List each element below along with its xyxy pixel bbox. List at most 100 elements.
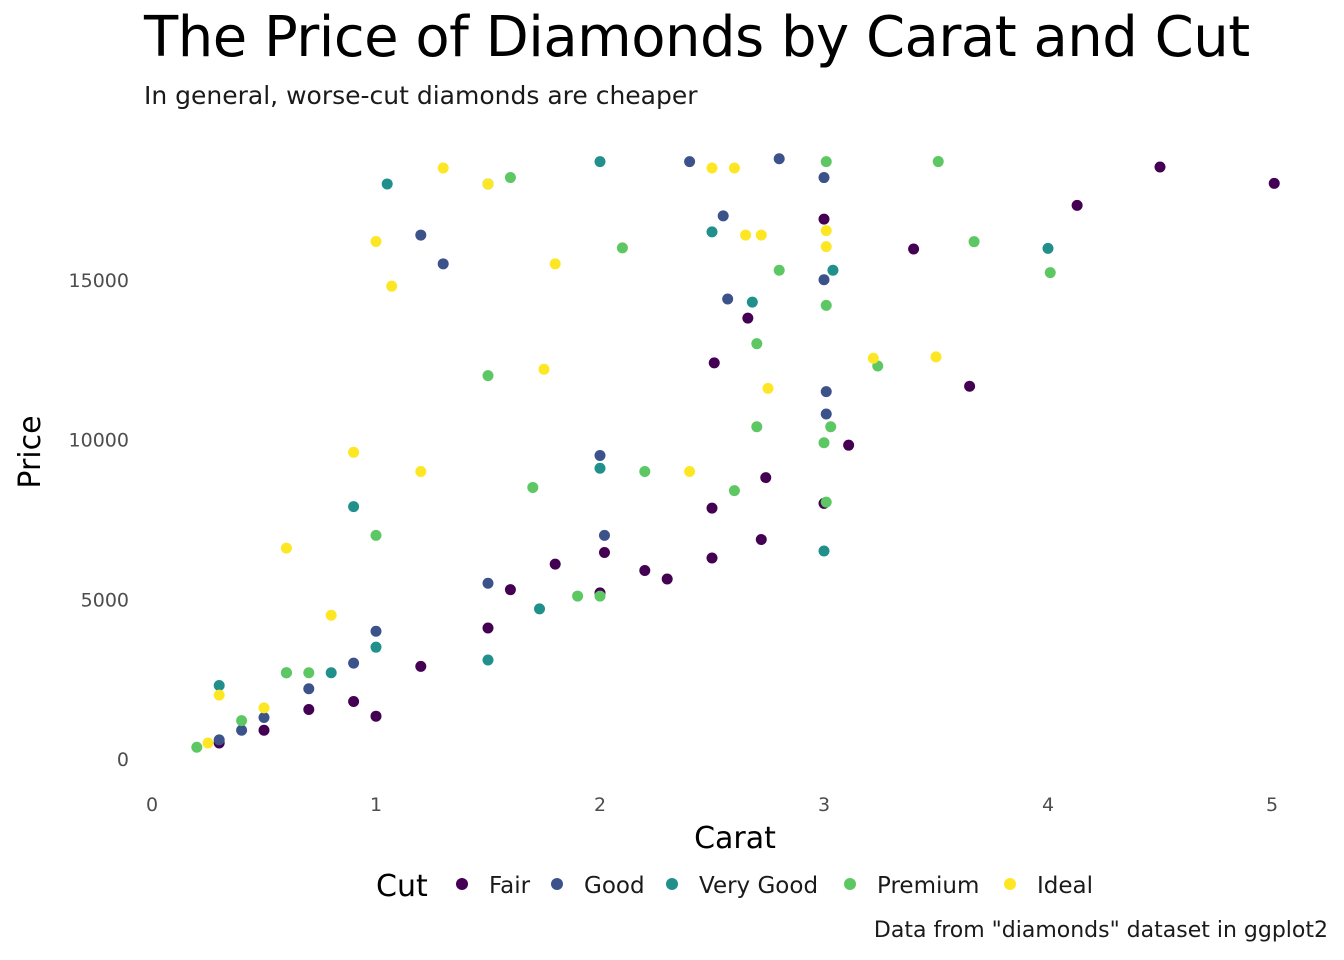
y-tick-label: 0 xyxy=(117,749,129,771)
chart-subtitle: In general, worse-cut diamonds are cheap… xyxy=(144,81,698,110)
data-point xyxy=(762,382,774,394)
data-point xyxy=(213,689,225,701)
data-point xyxy=(549,258,561,270)
data-point xyxy=(258,711,270,723)
data-point xyxy=(482,622,494,634)
legend-key xyxy=(1004,878,1016,890)
data-point xyxy=(325,609,337,621)
legend-key xyxy=(666,878,678,890)
legend-label: Very Good xyxy=(699,873,818,899)
data-point xyxy=(303,667,315,679)
data-point xyxy=(236,715,248,727)
data-point xyxy=(820,496,832,508)
legend-label: Premium xyxy=(877,873,979,899)
x-tick-label: 2 xyxy=(594,794,606,816)
x-tick-label: 0 xyxy=(146,794,158,816)
data-point xyxy=(594,590,606,602)
data-point xyxy=(527,481,539,493)
data-point xyxy=(594,462,606,474)
data-point xyxy=(708,357,720,369)
data-point xyxy=(381,178,393,190)
data-point xyxy=(415,660,427,672)
series-ideal xyxy=(202,162,942,749)
data-point xyxy=(538,363,550,375)
axis-ticks: 0 1 2 3 4 5 0 5000 10000 15000 xyxy=(69,270,1279,816)
data-point xyxy=(1154,161,1166,173)
data-point xyxy=(722,293,734,305)
data-point xyxy=(482,370,494,382)
data-point xyxy=(482,654,494,666)
data-point xyxy=(325,667,337,679)
legend-title: Cut xyxy=(376,869,428,904)
data-point xyxy=(370,529,382,541)
x-tick-label: 3 xyxy=(818,794,830,816)
series-premium xyxy=(191,156,1056,753)
data-point xyxy=(867,352,879,364)
data-point xyxy=(751,421,763,433)
y-tick-label: 10000 xyxy=(69,430,129,452)
data-point xyxy=(908,243,920,255)
data-point xyxy=(534,603,546,615)
data-point xyxy=(968,236,980,248)
data-point xyxy=(594,450,606,461)
legend-label: Fair xyxy=(489,873,531,899)
data-point xyxy=(348,657,360,669)
data-point xyxy=(820,299,832,311)
data-point xyxy=(661,573,673,585)
data-point xyxy=(482,178,494,190)
data-point xyxy=(740,229,752,241)
data-point xyxy=(639,565,651,577)
data-point xyxy=(818,437,830,449)
data-point xyxy=(930,351,942,363)
data-point xyxy=(303,683,315,695)
data-point xyxy=(437,162,449,174)
points-layer xyxy=(191,153,1280,753)
data-point xyxy=(213,680,225,692)
data-point xyxy=(1042,242,1054,254)
legend: Cut Fair Good Very Good Premium Ideal xyxy=(376,869,1093,904)
chart-caption: Data from "diamonds" dataset in ggplot2 xyxy=(873,918,1328,943)
data-point xyxy=(820,156,832,168)
data-point xyxy=(415,465,427,477)
data-point xyxy=(280,667,292,679)
data-point xyxy=(504,584,516,596)
data-point xyxy=(742,312,754,324)
data-point xyxy=(825,421,837,433)
data-point xyxy=(820,225,832,237)
data-point xyxy=(1071,199,1083,211)
data-point xyxy=(746,296,758,308)
data-point xyxy=(818,213,830,225)
data-point xyxy=(773,264,785,276)
y-axis-title: Price xyxy=(13,415,48,488)
data-point xyxy=(280,542,292,554)
data-point xyxy=(843,439,855,451)
series-good xyxy=(213,153,832,746)
data-point xyxy=(755,229,767,241)
data-point xyxy=(370,641,382,653)
data-point xyxy=(572,590,584,602)
data-point xyxy=(818,274,830,286)
data-point xyxy=(415,229,427,241)
data-point xyxy=(1268,177,1280,189)
data-point xyxy=(760,472,772,484)
data-point xyxy=(706,502,718,514)
series-very-good xyxy=(213,156,1054,692)
data-point xyxy=(482,577,494,589)
data-point xyxy=(348,695,360,707)
data-point xyxy=(191,741,203,753)
data-point xyxy=(598,546,610,558)
data-point xyxy=(370,710,382,722)
x-axis-title: Carat xyxy=(694,821,776,856)
data-point xyxy=(236,724,248,736)
data-point xyxy=(755,534,767,546)
data-point xyxy=(706,162,718,174)
data-point xyxy=(964,380,976,392)
chart-title: The Price of Diamonds by Carat and Cut xyxy=(144,5,1250,70)
y-tick-label: 15000 xyxy=(69,270,129,292)
data-point xyxy=(639,465,651,477)
data-point xyxy=(616,242,628,254)
legend-key xyxy=(844,878,856,890)
data-point xyxy=(370,625,382,637)
data-point xyxy=(1044,267,1056,279)
